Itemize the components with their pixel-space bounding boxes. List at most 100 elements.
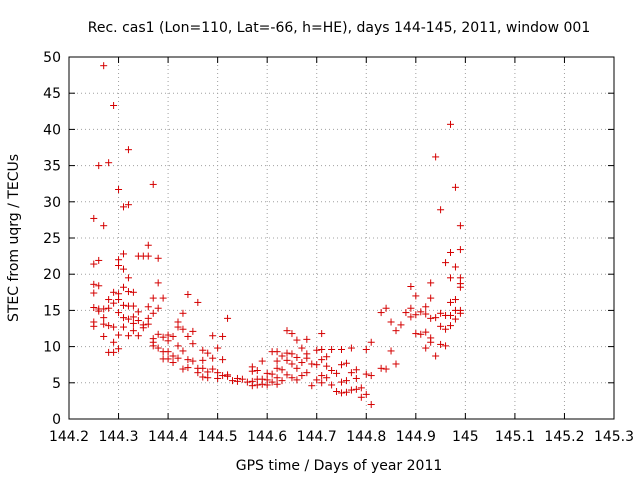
- data-point: [100, 62, 108, 70]
- data-point: [144, 320, 152, 328]
- data-point: [209, 365, 217, 373]
- y-axis-label: STEC from uqrg / TECUs: [6, 154, 22, 322]
- data-point: [124, 332, 132, 340]
- data-point: [124, 315, 132, 323]
- data-point: [427, 279, 435, 287]
- data-point: [278, 352, 286, 360]
- data-point: [273, 380, 281, 388]
- data-point: [209, 354, 217, 362]
- data-point: [169, 359, 177, 367]
- data-point: [134, 317, 142, 325]
- y-tick-label: 0: [52, 412, 61, 428]
- data-point: [214, 374, 222, 382]
- data-point: [115, 345, 123, 353]
- data-point: [422, 303, 430, 311]
- data-point: [427, 294, 435, 302]
- data-point: [323, 353, 331, 361]
- data-point: [184, 332, 192, 340]
- data-point: [154, 344, 162, 352]
- data-point: [333, 369, 341, 377]
- data-point: [342, 359, 350, 367]
- data-point: [273, 348, 281, 356]
- y-tick-label: 5: [52, 376, 61, 392]
- data-point: [427, 314, 435, 322]
- data-point: [451, 263, 459, 271]
- data-point: [328, 366, 336, 374]
- data-point: [214, 344, 222, 352]
- x-tick-label: 144.7: [297, 429, 337, 445]
- data-point: [352, 385, 360, 393]
- data-point: [293, 376, 301, 384]
- data-point: [377, 309, 385, 317]
- data-point: [432, 352, 440, 360]
- data-point: [134, 332, 142, 340]
- data-point: [298, 372, 306, 380]
- data-point: [154, 304, 162, 312]
- data-point: [124, 288, 132, 296]
- y-tick-label: 30: [43, 195, 61, 211]
- data-point: [442, 325, 450, 333]
- data-point: [347, 369, 355, 377]
- data-point: [352, 374, 360, 382]
- data-point: [432, 153, 440, 161]
- data-point: [308, 360, 316, 368]
- data-point: [268, 370, 276, 378]
- data-point: [179, 347, 187, 355]
- data-point: [451, 315, 459, 323]
- data-point: [120, 265, 127, 273]
- data-point: [392, 360, 400, 368]
- data-point: [219, 356, 227, 364]
- x-tick-label: 145: [452, 429, 479, 445]
- data-point: [90, 289, 98, 297]
- chart-title: Rec. cas1 (Lon=110, Lat=-66, h=HE), days…: [88, 20, 590, 36]
- data-point: [437, 340, 445, 348]
- data-point: [144, 303, 152, 311]
- data-point: [224, 314, 232, 322]
- data-point: [204, 374, 212, 382]
- data-point: [447, 248, 454, 256]
- data-point: [95, 162, 103, 170]
- data-point: [219, 332, 227, 340]
- y-tick-label: 10: [43, 340, 61, 356]
- data-point: [124, 274, 132, 282]
- data-point: [115, 309, 123, 317]
- x-tick-label: 145.1: [495, 429, 535, 445]
- data-point: [283, 349, 291, 357]
- data-point: [273, 374, 281, 382]
- data-point: [174, 342, 182, 350]
- data-point: [120, 283, 127, 291]
- data-point: [412, 311, 420, 319]
- data-point: [442, 342, 450, 350]
- data-point: [318, 379, 326, 387]
- data-point: [298, 359, 306, 367]
- data-point: [115, 296, 123, 304]
- data-point: [283, 356, 291, 364]
- data-point: [199, 364, 207, 372]
- data-point: [110, 288, 118, 296]
- data-point: [397, 321, 405, 329]
- y-tick-labels: 0 5 10 15 20 25 30 35 40 45 50: [43, 50, 61, 428]
- data-point: [323, 374, 331, 382]
- data-point: [184, 356, 192, 364]
- data-point: [253, 366, 261, 374]
- data-point: [204, 349, 212, 357]
- data-point: [154, 254, 162, 262]
- y-tick-label: 50: [43, 50, 61, 66]
- data-point: [189, 340, 197, 348]
- data-point: [318, 345, 326, 353]
- data-point: [442, 259, 450, 267]
- data-point: [367, 372, 375, 380]
- data-point: [154, 279, 162, 287]
- data-point: [293, 336, 301, 344]
- data-point: [318, 356, 326, 364]
- data-point: [115, 185, 123, 193]
- data-point: [293, 353, 301, 361]
- data-point: [179, 325, 187, 333]
- data-point: [328, 345, 336, 353]
- data-point: [159, 294, 167, 302]
- y-tick-label: 25: [43, 231, 61, 247]
- data-point: [110, 323, 118, 331]
- data-point: [105, 304, 113, 312]
- data-point: [417, 308, 425, 316]
- data-point: [129, 313, 137, 321]
